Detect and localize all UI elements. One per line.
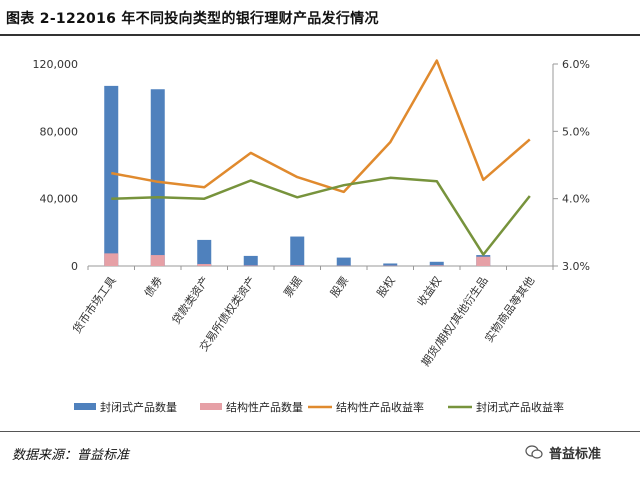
y-left-tick-label: 40,000 xyxy=(40,193,79,206)
legend-swatch xyxy=(74,403,96,410)
category-label: 股权 xyxy=(374,274,397,299)
bar xyxy=(476,256,491,266)
y-right-tick-label: 3.0% xyxy=(562,260,590,273)
legend-label: 封闭式产品收益率 xyxy=(476,400,564,414)
bar xyxy=(429,261,444,266)
chart-title: 图表 2-122016 年不同投向类型的银行理财产品发行情况 xyxy=(6,11,379,27)
lines-group xyxy=(111,59,531,256)
chart-legend: 封闭式产品数量 结构性产品数量 结构性产品收益率 封闭式产品收益率 xyxy=(74,400,564,414)
bar xyxy=(197,239,212,266)
y-left-tick-label: 0 xyxy=(71,260,78,273)
y-left-tick-label: 80,000 xyxy=(40,125,79,138)
y-right-tick-label: 4.0% xyxy=(562,193,590,206)
bar xyxy=(290,236,305,266)
y-right-tick-label: 5.0% xyxy=(562,125,590,138)
category-label: 股票 xyxy=(328,274,351,299)
category-label: 实物商品等其他 xyxy=(482,274,538,345)
watermark: 普益标准 xyxy=(525,441,601,463)
bar xyxy=(104,85,119,266)
chart-area: 0 40,000 80,000 120,000 3.0% 4.0% 5.0% 6.0% 货币市… xyxy=(33,58,590,414)
legend-label: 结构性产品收益率 xyxy=(336,400,424,414)
watermark-text: 普益标准 xyxy=(549,446,602,462)
category-label: 货币市场工具 xyxy=(69,274,118,336)
bar xyxy=(150,89,165,266)
bar xyxy=(243,255,258,266)
chart-axes: 0 40,000 80,000 120,000 3.0% 4.0% 5.0% 6.0% xyxy=(33,58,590,273)
category-label: 收益权 xyxy=(414,274,444,309)
bar xyxy=(243,265,258,266)
chat-bubble-icon xyxy=(525,445,543,459)
bar xyxy=(383,263,398,266)
y-left-tick-label: 120,000 xyxy=(33,58,79,71)
source-note: 数据来源：普益标准 xyxy=(12,448,130,463)
category-label: 贷款类资产 xyxy=(169,274,212,327)
footer-divider xyxy=(0,431,640,432)
series-line xyxy=(111,176,531,256)
legend-label: 结构性产品数量 xyxy=(226,400,303,414)
bar xyxy=(290,265,305,266)
title-divider xyxy=(0,34,640,36)
legend-label: 封闭式产品数量 xyxy=(100,400,177,414)
y-right-tick-label: 6.0% xyxy=(562,58,590,71)
bar xyxy=(429,265,444,266)
bar xyxy=(150,255,165,266)
series-line xyxy=(111,59,531,194)
bar xyxy=(336,257,351,266)
bar xyxy=(104,253,119,266)
bar xyxy=(197,263,212,266)
legend-swatch xyxy=(200,403,222,410)
category-label: 票据 xyxy=(281,274,305,300)
bars-group xyxy=(104,85,491,266)
category-label: 债券 xyxy=(141,274,165,300)
